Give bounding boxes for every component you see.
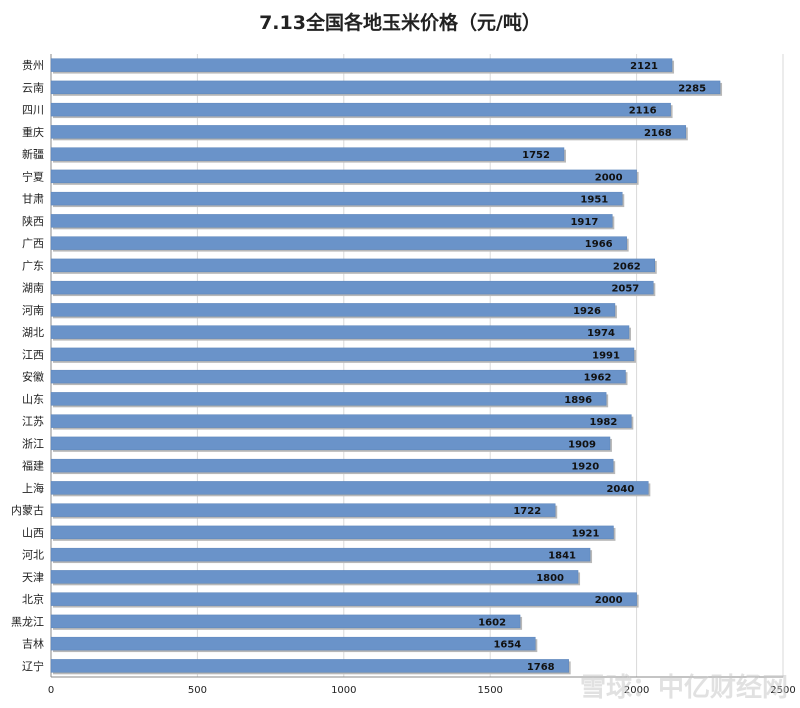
data-label: 1722 bbox=[513, 506, 541, 517]
category-label: 河南 bbox=[22, 304, 44, 317]
data-label: 1602 bbox=[478, 617, 506, 628]
category-label: 福建 bbox=[22, 459, 44, 473]
bar bbox=[50, 659, 569, 673]
bar bbox=[50, 214, 613, 228]
data-label: 1909 bbox=[568, 439, 596, 450]
bar bbox=[50, 236, 627, 250]
x-tick-label: 500 bbox=[188, 685, 207, 696]
bar bbox=[50, 303, 616, 317]
bar bbox=[50, 191, 623, 206]
category-label: 北京 bbox=[22, 592, 44, 606]
x-tick-label: 2500 bbox=[770, 685, 795, 696]
category-label: 辽宁 bbox=[22, 659, 44, 673]
data-label: 1800 bbox=[536, 573, 564, 584]
category-label: 浙江 bbox=[22, 437, 44, 450]
bar bbox=[50, 369, 626, 384]
bar bbox=[50, 125, 687, 139]
bar bbox=[50, 80, 721, 95]
bar bbox=[50, 481, 649, 495]
data-label: 1896 bbox=[564, 395, 592, 406]
x-tick-label: 1500 bbox=[477, 685, 502, 696]
data-label: 1966 bbox=[585, 239, 613, 250]
bar bbox=[50, 636, 536, 651]
category-label: 广西 bbox=[22, 237, 44, 250]
data-label: 1752 bbox=[522, 150, 550, 161]
data-label: 1982 bbox=[589, 417, 617, 428]
x-tick-label: 1000 bbox=[331, 685, 356, 696]
category-label: 安徽 bbox=[22, 370, 44, 384]
category-label: 四川 bbox=[22, 104, 44, 117]
bar bbox=[50, 169, 637, 184]
bar bbox=[50, 325, 630, 339]
bar bbox=[50, 147, 565, 161]
x-tick-label: 2000 bbox=[624, 685, 649, 696]
data-label: 2121 bbox=[630, 61, 658, 72]
x-tick-label: 0 bbox=[48, 685, 54, 696]
bar bbox=[50, 258, 656, 273]
category-label: 江苏 bbox=[22, 415, 44, 428]
data-label: 1926 bbox=[573, 306, 601, 317]
category-label: 黑龙江 bbox=[11, 615, 44, 628]
category-label: 陕西 bbox=[22, 214, 44, 228]
category-label: 广东 bbox=[22, 259, 44, 272]
category-label: 宁夏 bbox=[22, 169, 44, 183]
data-label: 2062 bbox=[613, 261, 641, 272]
data-label: 2000 bbox=[595, 172, 623, 183]
data-label: 2285 bbox=[678, 83, 706, 94]
bar bbox=[50, 525, 614, 540]
data-label: 2168 bbox=[644, 128, 672, 139]
bar bbox=[50, 503, 556, 517]
bar bbox=[50, 347, 635, 362]
bar bbox=[50, 102, 671, 117]
category-label: 山东 bbox=[22, 393, 44, 406]
bar bbox=[50, 570, 579, 584]
category-label: 江西 bbox=[22, 348, 44, 361]
data-label: 1654 bbox=[493, 640, 521, 651]
bar bbox=[50, 58, 673, 72]
category-label: 甘肃 bbox=[22, 193, 44, 206]
data-label: 2057 bbox=[611, 284, 639, 295]
chart-title: 7.13全国各地玉米价格（元/吨） bbox=[259, 12, 541, 34]
data-label: 1920 bbox=[571, 462, 599, 473]
data-label: 2116 bbox=[629, 106, 657, 117]
category-label: 重庆 bbox=[22, 125, 44, 139]
bar bbox=[50, 592, 637, 606]
data-label: 1962 bbox=[584, 373, 612, 384]
bar bbox=[50, 547, 591, 562]
data-label: 1917 bbox=[570, 217, 598, 228]
category-label: 新疆 bbox=[22, 147, 44, 161]
data-label: 2040 bbox=[606, 484, 634, 495]
category-label: 上海 bbox=[22, 481, 44, 495]
category-label: 山西 bbox=[22, 526, 44, 539]
bar bbox=[50, 392, 607, 406]
data-label: 2000 bbox=[595, 595, 623, 606]
category-label: 吉林 bbox=[22, 637, 44, 651]
category-label: 内蒙古 bbox=[11, 503, 44, 517]
watermark: 雪球：中亿财经网 bbox=[579, 673, 788, 703]
data-label: 1991 bbox=[592, 350, 620, 361]
data-label: 1921 bbox=[572, 528, 600, 539]
category-label: 云南 bbox=[22, 81, 44, 94]
data-label: 1841 bbox=[548, 551, 576, 562]
category-label: 湖南 bbox=[22, 282, 44, 295]
category-label: 湖北 bbox=[22, 326, 44, 339]
data-label: 1768 bbox=[527, 662, 555, 673]
category-label: 贵州 bbox=[22, 59, 44, 72]
data-label: 1974 bbox=[587, 328, 615, 339]
bar bbox=[50, 414, 632, 428]
bar bbox=[50, 280, 654, 295]
category-label: 河北 bbox=[22, 549, 44, 562]
bar bbox=[50, 614, 521, 629]
category-label: 天津 bbox=[22, 571, 44, 584]
bar bbox=[50, 458, 614, 473]
bar bbox=[50, 436, 611, 451]
data-label: 1951 bbox=[580, 195, 608, 206]
